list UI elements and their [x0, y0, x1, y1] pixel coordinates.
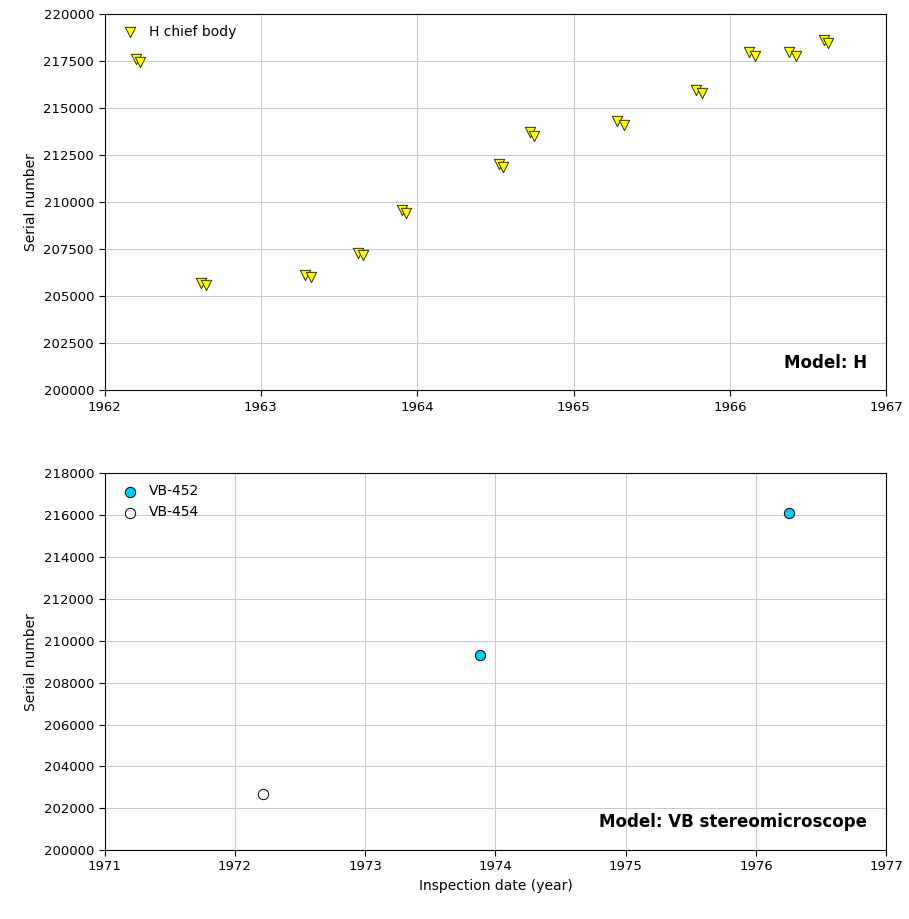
Point [688, 83, 703, 97]
Point [496, 160, 511, 175]
Point [821, 36, 835, 51]
Y-axis label: Serial number: Serial number [24, 153, 38, 251]
Point [694, 85, 709, 100]
Point [610, 114, 624, 129]
Point [355, 247, 370, 262]
Point [134, 54, 148, 69]
Point [351, 245, 365, 260]
Text: Model: VB stereomicroscope: Model: VB stereomicroscope [599, 813, 866, 832]
Point [782, 45, 796, 60]
Point [195, 276, 209, 290]
Point [748, 49, 763, 63]
Point [256, 787, 271, 801]
Point [816, 33, 831, 48]
Legend: VB-452, VB-454: VB-452, VB-454 [112, 481, 204, 524]
Point [473, 648, 487, 663]
Point [304, 269, 318, 284]
Point [399, 206, 414, 221]
Point [616, 118, 631, 132]
Y-axis label: Serial number: Serial number [24, 613, 38, 710]
Point [491, 156, 505, 171]
X-axis label: Inspection date (year): Inspection date (year) [418, 879, 573, 893]
Text: Model: H: Model: H [784, 354, 866, 371]
Point [128, 51, 143, 66]
Point [742, 45, 756, 60]
Point [199, 278, 214, 293]
Point [781, 505, 795, 520]
Point [527, 129, 542, 143]
Point [395, 202, 409, 217]
Legend: H chief body: H chief body [112, 21, 241, 43]
Point [523, 125, 537, 140]
Point [788, 49, 803, 63]
Point [297, 267, 312, 282]
